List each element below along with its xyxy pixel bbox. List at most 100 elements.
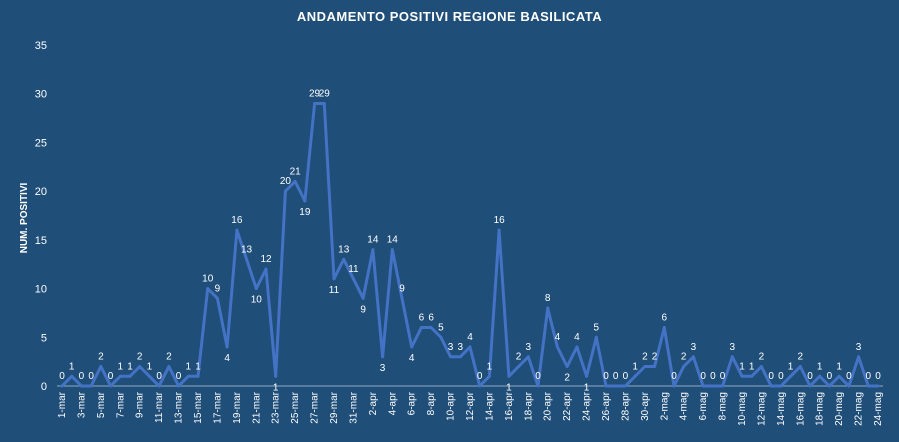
data-point <box>128 374 132 378</box>
data-label: 3 <box>448 342 454 353</box>
data-point <box>866 384 870 388</box>
data-point <box>138 365 142 369</box>
data-point <box>507 374 511 378</box>
data-label: 5 <box>438 322 444 333</box>
data-label: 0 <box>827 371 833 382</box>
x-tick-label: 7-mar <box>115 391 126 418</box>
data-label: 1 <box>836 361 842 372</box>
data-point <box>691 355 695 359</box>
data-label: 3 <box>380 363 386 374</box>
data-label: 2 <box>98 352 104 363</box>
data-label: 0 <box>700 371 706 382</box>
x-tick-label: 26-apr <box>601 391 612 421</box>
x-tick-label: 10-apr <box>446 391 457 421</box>
data-point <box>721 384 725 388</box>
x-tick-label: 12-mag <box>756 392 767 426</box>
data-label: 10 <box>202 274 214 285</box>
data-label: 0 <box>710 371 716 382</box>
data-label: 0 <box>108 371 114 382</box>
data-point <box>186 374 190 378</box>
x-tick-label: 28-apr <box>620 391 631 421</box>
data-label: 2 <box>798 352 804 363</box>
x-tick-label: 9-mar <box>135 391 146 418</box>
data-label: 0 <box>768 371 774 382</box>
data-label: 1 <box>195 361 201 372</box>
data-point <box>497 228 501 232</box>
data-label: 2 <box>681 352 687 363</box>
x-tick-label: 6-apr <box>407 391 418 415</box>
data-point <box>429 326 433 330</box>
data-label: 11 <box>329 285 340 296</box>
x-tick-label: 15-mar <box>193 391 204 423</box>
data-point <box>565 365 569 369</box>
data-point <box>351 277 355 281</box>
x-tick-label: 8-apr <box>426 391 437 415</box>
data-label: 0 <box>623 371 629 382</box>
data-label: 9 <box>215 283 221 294</box>
data-label: 1 <box>147 361 153 372</box>
x-tick-label: 22-apr <box>562 391 573 421</box>
data-point <box>672 384 676 388</box>
data-point <box>818 374 822 378</box>
x-tick-label: 23-mar <box>271 391 282 423</box>
data-point <box>876 384 880 388</box>
x-tick-label: 22-mag <box>854 392 865 426</box>
data-label: 29 <box>319 88 331 99</box>
data-point <box>410 345 414 349</box>
data-label: 8 <box>545 293 551 304</box>
data-point <box>167 365 171 369</box>
data-point <box>623 384 627 388</box>
x-tick-label: 12-apr <box>465 391 476 421</box>
data-point <box>342 257 346 261</box>
y-tick-label: 15 <box>35 235 47 247</box>
data-label: 2 <box>652 352 658 363</box>
data-point <box>322 101 326 105</box>
data-point <box>730 355 734 359</box>
data-point <box>225 345 229 349</box>
data-label: 4 <box>555 332 561 343</box>
data-label: 1 <box>127 361 133 372</box>
data-point <box>70 374 74 378</box>
y-tick-label: 10 <box>35 284 47 296</box>
data-label: 2 <box>166 352 172 363</box>
x-tick-label: 27-mar <box>310 391 321 423</box>
x-tick-label: 14-mag <box>776 392 787 426</box>
data-point <box>390 248 394 252</box>
data-point <box>585 374 589 378</box>
x-tick-label: 6-mag <box>698 392 709 420</box>
data-point <box>769 384 773 388</box>
data-point <box>662 326 666 330</box>
data-label: 1 <box>788 361 794 372</box>
data-point <box>60 384 64 388</box>
x-tick-label: 2-apr <box>368 391 379 415</box>
data-label: 13 <box>241 244 253 255</box>
data-label: 0 <box>603 371 609 382</box>
y-tick-label: 20 <box>35 186 47 198</box>
data-point <box>643 365 647 369</box>
data-label: 3 <box>730 342 736 353</box>
x-tick-label: 20-apr <box>543 391 554 421</box>
data-label: 2 <box>516 352 522 363</box>
y-tick-label: 35 <box>35 40 47 52</box>
data-label: 0 <box>535 371 541 382</box>
data-label: 1 <box>739 361 745 372</box>
data-label: 5 <box>594 322 600 333</box>
data-label: 14 <box>387 235 399 246</box>
data-point <box>206 287 210 291</box>
data-point <box>147 374 151 378</box>
data-label: 4 <box>467 332 473 343</box>
data-label: 6 <box>419 313 425 324</box>
x-tick-label: 24-apr <box>582 391 593 421</box>
y-tick-label: 0 <box>41 381 47 393</box>
data-label: 0 <box>613 371 619 382</box>
data-point <box>458 355 462 359</box>
data-point <box>79 384 83 388</box>
data-label: 0 <box>156 371 162 382</box>
data-point <box>196 374 200 378</box>
series-line-group <box>60 101 880 388</box>
data-point <box>614 384 618 388</box>
data-label: 0 <box>866 371 872 382</box>
x-tick-label: 8-mag <box>718 392 729 420</box>
